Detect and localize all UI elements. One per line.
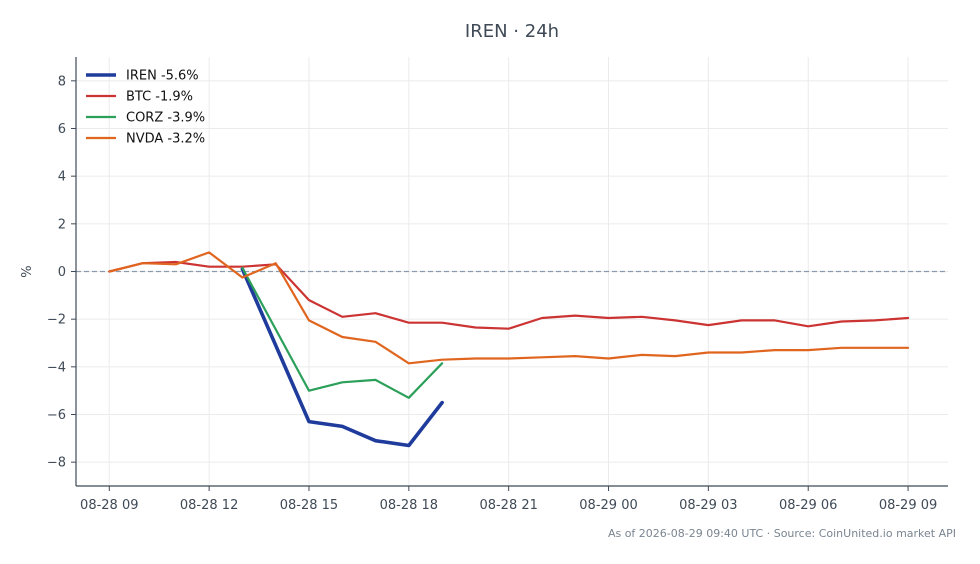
x-tick-label: 08-28 18 bbox=[380, 498, 438, 513]
y-tick-label: −4 bbox=[47, 360, 66, 375]
x-tick-label: 08-29 03 bbox=[679, 498, 737, 513]
y-axis-ticks: −8 −6 −4 −2 0 2 4 6 8 bbox=[47, 74, 76, 471]
x-tick-label: 08-29 06 bbox=[779, 498, 837, 513]
y-tick-label: 0 bbox=[58, 265, 66, 280]
x-tick-label: 08-28 09 bbox=[80, 498, 138, 513]
legend-label: CORZ -3.9% bbox=[126, 111, 205, 126]
source-footer: As of 2026-08-29 09:40 UTC · Source: Coi… bbox=[608, 527, 956, 540]
x-tick-label: 08-28 21 bbox=[479, 498, 537, 513]
x-axis-ticks: 08-28 09 08-28 12 08-28 15 08-28 18 08-28 21… bbox=[80, 486, 937, 513]
series-line-2 bbox=[108, 260, 910, 330]
x-tick-label: 08-29 00 bbox=[579, 498, 637, 513]
y-tick-label: 2 bbox=[58, 217, 66, 232]
legend-label: IREN -5.6% bbox=[126, 69, 199, 84]
legend-label: BTC -1.9% bbox=[126, 90, 193, 105]
y-tick-label: −6 bbox=[47, 408, 66, 423]
y-tick-label: −2 bbox=[47, 313, 66, 328]
x-tick-label: 08-28 12 bbox=[180, 498, 238, 513]
legend-label: NVDA -3.2% bbox=[126, 132, 205, 147]
series-line-4 bbox=[108, 251, 910, 365]
series-line-3 bbox=[241, 266, 444, 399]
y-tick-label: −8 bbox=[47, 456, 66, 471]
series-line-1 bbox=[240, 267, 444, 448]
y-tick-label: 6 bbox=[58, 122, 66, 137]
chart-title: IREN · 24h bbox=[465, 21, 559, 42]
y-tick-label: 8 bbox=[58, 74, 66, 89]
x-tick-label: 08-28 15 bbox=[280, 498, 338, 513]
y-tick-label: 4 bbox=[58, 170, 66, 185]
series-lines bbox=[108, 251, 910, 448]
legend: IREN -5.6% BTC -1.9% CORZ -3.9% NVDA -3.2% bbox=[86, 69, 205, 147]
y-axis-label: % bbox=[20, 265, 35, 277]
x-tick-label: 08-29 09 bbox=[879, 498, 937, 513]
